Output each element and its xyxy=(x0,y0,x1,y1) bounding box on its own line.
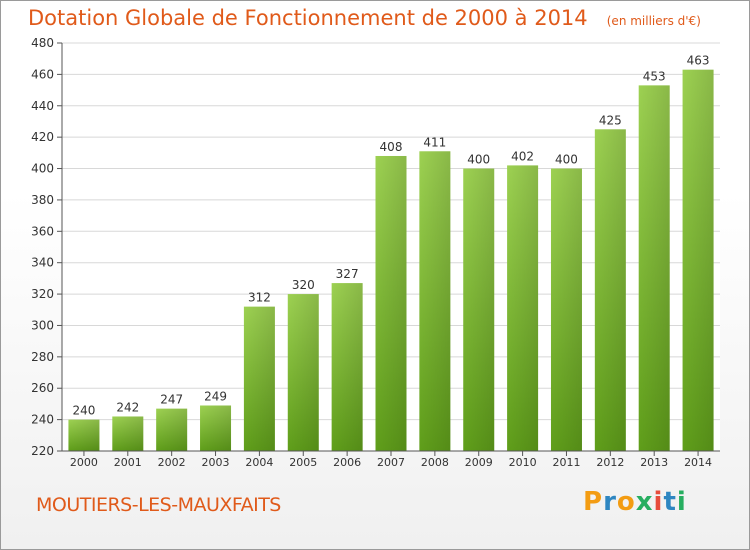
bar-shade xyxy=(682,69,714,451)
bar-shade xyxy=(594,129,626,452)
logo-letter: i xyxy=(676,487,687,517)
logo-letter: i xyxy=(653,487,664,517)
bar-shade xyxy=(638,85,670,451)
chart-title: Dotation Globale de Fonctionnement de 20… xyxy=(28,6,588,30)
value-label: 402 xyxy=(511,149,534,163)
value-labels: 240 242 247 249 312 320 327 408 411 400 402 400 425 4… xyxy=(72,54,709,418)
value-label: 320 xyxy=(292,278,315,292)
chart-subtitle: (en milliers d'€) xyxy=(606,14,701,28)
x-tick-label: 2008 xyxy=(421,456,449,469)
proxiti-logo: Proxiti xyxy=(583,487,687,517)
bar-shade xyxy=(112,416,144,451)
x-tick-label: 2009 xyxy=(465,456,493,469)
logo-letter: P xyxy=(583,487,604,517)
x-tick-label: 2014 xyxy=(684,456,712,469)
bar-shade xyxy=(243,306,275,451)
commune-name: MOUTIERS-LES-MAUXFAITS xyxy=(36,494,281,516)
y-tick-label: 220 xyxy=(31,444,54,458)
y-tick-label: 280 xyxy=(31,350,54,364)
logo-letter: o xyxy=(616,487,636,517)
y-tick-label: 440 xyxy=(31,99,54,113)
logo-letter: x xyxy=(635,487,654,517)
y-tick-label: 400 xyxy=(31,162,54,176)
value-label: 400 xyxy=(467,153,490,167)
bar-shade xyxy=(463,168,495,452)
x-tick-label: 2005 xyxy=(289,456,317,469)
x-tick-label: 2011 xyxy=(552,456,580,469)
x-tick-label: 2001 xyxy=(114,456,142,469)
x-tick-label: 2010 xyxy=(509,456,537,469)
bar-shade xyxy=(507,165,539,451)
title-row: Dotation Globale de Fonctionnement de 20… xyxy=(28,6,701,30)
logo-letter: t xyxy=(663,487,677,517)
value-label: 312 xyxy=(248,291,271,305)
bar-shade xyxy=(287,294,319,451)
y-tick-label: 320 xyxy=(31,287,54,301)
y-tick-label: 240 xyxy=(31,413,54,427)
y-tick-label: 380 xyxy=(31,193,54,207)
x-tick-label: 2013 xyxy=(640,456,668,469)
bars xyxy=(68,69,714,452)
y-tick-label: 340 xyxy=(31,256,54,270)
x-tick-label: 2003 xyxy=(202,456,230,469)
y-tick-label: 260 xyxy=(31,381,54,395)
bar-shade xyxy=(156,408,188,451)
value-label: 411 xyxy=(423,135,446,149)
x-tick-label: 2004 xyxy=(245,456,273,469)
y-tick-label: 420 xyxy=(31,130,54,144)
value-label: 247 xyxy=(160,393,183,407)
x-tick-label: 2007 xyxy=(377,456,405,469)
value-label: 408 xyxy=(380,140,403,154)
logo-letter: r xyxy=(603,487,617,517)
bar-shade xyxy=(331,283,363,451)
value-label: 463 xyxy=(687,54,710,68)
y-tick-label: 460 xyxy=(31,67,54,81)
value-label: 242 xyxy=(116,400,139,414)
x-tick-label: 2012 xyxy=(596,456,624,469)
value-label: 400 xyxy=(555,153,578,167)
x-tick-label: 2006 xyxy=(333,456,361,469)
value-label: 453 xyxy=(643,69,666,83)
x-tick-label: 2000 xyxy=(70,456,98,469)
bar-shade xyxy=(550,168,582,452)
y-tick-label: 300 xyxy=(31,318,54,332)
y-tick-label: 360 xyxy=(31,224,54,238)
value-label: 425 xyxy=(599,113,622,127)
bar-shade xyxy=(68,419,100,451)
bar-shade xyxy=(200,405,232,451)
bar-shade xyxy=(375,155,407,451)
value-label: 240 xyxy=(72,404,95,418)
bar-shade xyxy=(419,151,451,451)
value-label: 249 xyxy=(204,389,227,403)
axes: 220 240 260 280 300 320 340 360 380 400 420 440 460 4… xyxy=(31,36,720,469)
y-tick-label: 480 xyxy=(31,36,54,50)
x-tick-label: 2002 xyxy=(158,456,186,469)
value-label: 327 xyxy=(336,267,359,281)
